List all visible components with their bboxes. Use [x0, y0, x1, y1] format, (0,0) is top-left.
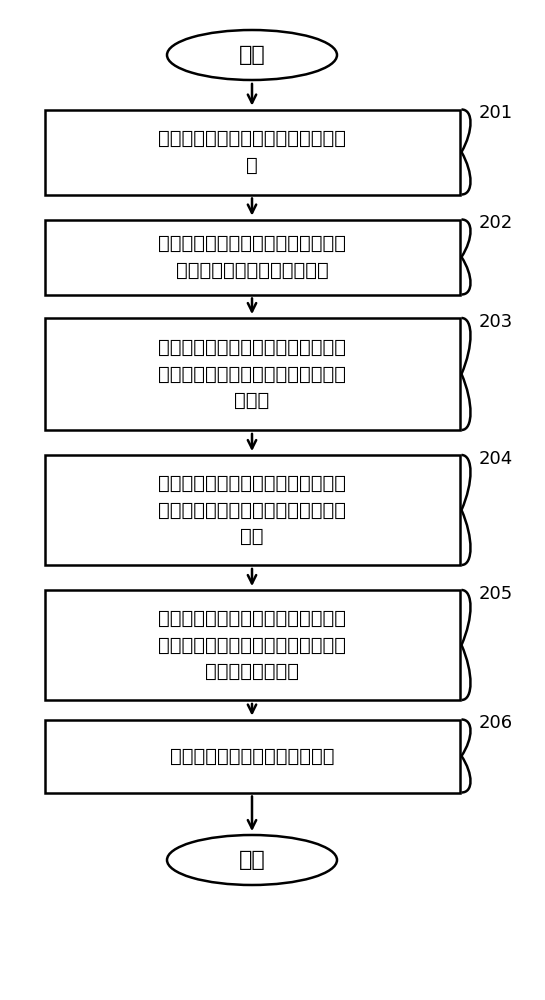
Text: 开始: 开始 — [239, 45, 265, 65]
Text: 206: 206 — [479, 714, 513, 732]
Text: 201: 201 — [479, 104, 513, 122]
Ellipse shape — [167, 30, 337, 80]
FancyBboxPatch shape — [45, 720, 459, 792]
Text: 移动终端将自身的标识和获取的电视
终端的标识发送到切屏服务器: 移动终端将自身的标识和获取的电视 终端的标识发送到切屏服务器 — [158, 234, 346, 280]
Text: 电视终端向内容源发出展示请求: 电视终端向内容源发出展示请求 — [169, 746, 334, 766]
FancyBboxPatch shape — [45, 220, 459, 294]
Text: 切屏服务器收到切屏指令之后，将移
动终端获取的内容源传递到与移动终
端绑定的电视终端: 切屏服务器收到切屏指令之后，将移 动终端获取的内容源传递到与移动终 端绑定的电视… — [158, 609, 346, 681]
Text: 205: 205 — [479, 585, 513, 603]
FancyBboxPatch shape — [45, 109, 459, 194]
FancyBboxPatch shape — [45, 318, 459, 430]
FancyBboxPatch shape — [45, 455, 459, 565]
FancyBboxPatch shape — [45, 590, 459, 700]
Text: 204: 204 — [479, 450, 513, 468]
Text: 202: 202 — [479, 215, 513, 232]
Text: 结束: 结束 — [239, 850, 265, 870]
Text: 切屏服务器根据移动终端的标识和电
视终端的标识，将移动终端和电视终
端绑定: 切屏服务器根据移动终端的标识和电 视终端的标识，将移动终端和电视终 端绑定 — [158, 338, 346, 410]
Text: 203: 203 — [479, 313, 513, 331]
Text: 用户通过移动终端浏览网站内容，获
取内容源，并向切屏服务器发出切屏
指令: 用户通过移动终端浏览网站内容，获 取内容源，并向切屏服务器发出切屏 指令 — [158, 474, 346, 546]
Text: 移动终端通过扫码获取电视终端的标
识: 移动终端通过扫码获取电视终端的标 识 — [158, 129, 346, 175]
Ellipse shape — [167, 835, 337, 885]
